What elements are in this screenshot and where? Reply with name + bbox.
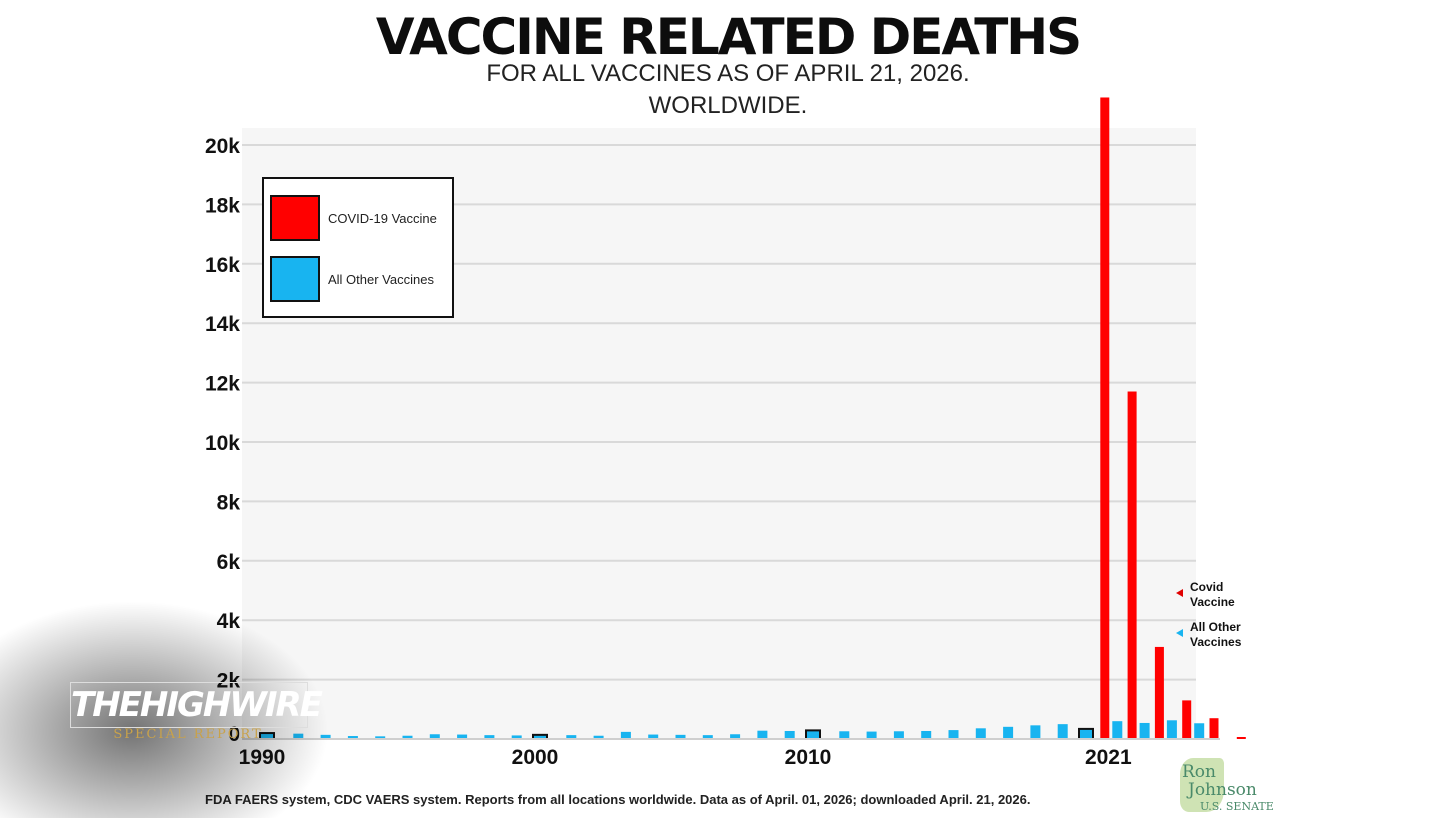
y-tick-label: 12k bbox=[205, 373, 240, 396]
bar-covid-vaccine bbox=[1127, 391, 1137, 739]
bar-other-vaccines bbox=[566, 735, 577, 739]
x-tick-label: 2021 bbox=[1085, 746, 1132, 769]
bar-other-vaccines bbox=[375, 736, 386, 739]
chart-legend: COVID-19 Vaccine All Other Vaccines bbox=[262, 177, 454, 318]
bar-other-vaccines bbox=[702, 735, 713, 739]
y-tick-label: 18k bbox=[205, 194, 240, 217]
bar-covid-vaccine bbox=[1182, 700, 1192, 739]
bar-other-vaccines bbox=[620, 731, 631, 739]
bar-other-vaccines bbox=[866, 731, 877, 739]
legend-swatch-covid bbox=[270, 195, 320, 241]
x-axis-ticks: 1990200020102021 bbox=[239, 746, 1132, 769]
legend-item-other: All Other Vaccines bbox=[270, 256, 434, 302]
side-legend-marker-other bbox=[1176, 629, 1183, 637]
highwire-logo: THEHIGHWIRE SPECIAL REPORT bbox=[70, 682, 323, 742]
bar-other-vaccines bbox=[347, 736, 358, 739]
side-legend-covid-line2: Vaccine bbox=[1190, 595, 1235, 609]
bar-other-vaccines bbox=[648, 734, 659, 739]
senate-logo-name-first: Ron bbox=[1182, 762, 1216, 782]
chart-subtitle: FOR ALL VACCINES AS OF APRIL 21, 2026. bbox=[486, 60, 970, 87]
bar-other-vaccines bbox=[805, 729, 821, 741]
bar-other-vaccines bbox=[593, 735, 604, 739]
bar-covid-vaccine bbox=[1209, 718, 1219, 739]
highwire-logo-subtitle: SPECIAL REPORT bbox=[113, 727, 263, 742]
senate-logo-name-last: Johnson bbox=[1188, 780, 1257, 800]
bar-other-vaccines bbox=[757, 730, 768, 739]
y-tick-label: 8k bbox=[217, 491, 241, 514]
bar-other-vaccines bbox=[402, 735, 413, 739]
bar-other-vaccines bbox=[975, 728, 986, 739]
bar-other-vaccines bbox=[948, 730, 959, 739]
bar-other-vaccines bbox=[1166, 720, 1177, 739]
legend-label-covid: COVID-19 Vaccine bbox=[328, 210, 437, 226]
senate-logo: Ron Johnson U.S. SENATE bbox=[1176, 756, 1276, 816]
bar-other-vaccines bbox=[429, 734, 440, 739]
highwire-logo-text: THEHIGHWIRE bbox=[70, 682, 323, 728]
logo-shadow bbox=[0, 600, 330, 818]
side-legend-other-line1: All Other bbox=[1190, 620, 1241, 634]
bar-other-vaccines bbox=[511, 735, 522, 739]
bar-other-vaccines bbox=[1112, 721, 1123, 739]
bar-other-vaccines bbox=[839, 731, 850, 739]
chart-subtitle-2: WORLDWIDE. bbox=[648, 92, 808, 119]
bar-other-vaccines bbox=[921, 730, 932, 739]
bar-other-vaccines bbox=[1194, 723, 1205, 739]
bar-other-vaccines bbox=[1003, 726, 1014, 739]
legend-item-covid: COVID-19 Vaccine bbox=[270, 195, 437, 241]
bar-other-vaccines bbox=[675, 734, 686, 739]
bar-other-vaccines bbox=[484, 735, 495, 739]
bar-other-vaccines bbox=[1030, 725, 1041, 739]
y-tick-label: 14k bbox=[205, 313, 240, 336]
legend-label-other: All Other Vaccines bbox=[328, 271, 434, 287]
bar-covid-vaccine bbox=[1100, 97, 1110, 740]
bar-other-vaccines bbox=[893, 731, 904, 739]
bar-covid-vaccine bbox=[1154, 646, 1164, 739]
x-tick-label: 2010 bbox=[785, 746, 832, 769]
bar-other-vaccines bbox=[457, 734, 468, 739]
side-legend-covid-line1: Covid bbox=[1190, 580, 1224, 594]
chart-source-note: FDA FAERS system, CDC VAERS system. Repo… bbox=[205, 792, 1031, 807]
side-legend-other: All Other Vaccines bbox=[1176, 620, 1241, 650]
y-tick-label: 10k bbox=[205, 432, 240, 455]
bar-other-vaccines bbox=[784, 730, 795, 739]
state-outline-icon bbox=[1180, 758, 1224, 812]
bar-other-vaccines bbox=[1078, 727, 1094, 740]
bar-other-vaccines bbox=[1057, 724, 1068, 739]
side-legend-marker-covid bbox=[1176, 589, 1183, 597]
x-tick-label: 2000 bbox=[512, 746, 559, 769]
bar-covid-vaccine bbox=[1236, 737, 1246, 739]
side-legend-other-line2: Vaccines bbox=[1190, 635, 1242, 649]
y-tick-label: 20k bbox=[205, 135, 240, 158]
legend-swatch-other bbox=[270, 256, 320, 302]
bar-other-vaccines bbox=[1139, 722, 1150, 739]
side-legend: Covid Vaccine All Other Vaccines bbox=[1176, 580, 1241, 660]
y-tick-label: 6k bbox=[217, 551, 241, 574]
bar-other-vaccines bbox=[730, 734, 741, 739]
chart-title: VACCINE RELATED DEATHS bbox=[375, 8, 1082, 66]
side-legend-covid: Covid Vaccine bbox=[1176, 580, 1241, 610]
y-tick-label: 16k bbox=[205, 254, 240, 277]
senate-logo-subtitle: U.S. SENATE bbox=[1200, 800, 1274, 813]
